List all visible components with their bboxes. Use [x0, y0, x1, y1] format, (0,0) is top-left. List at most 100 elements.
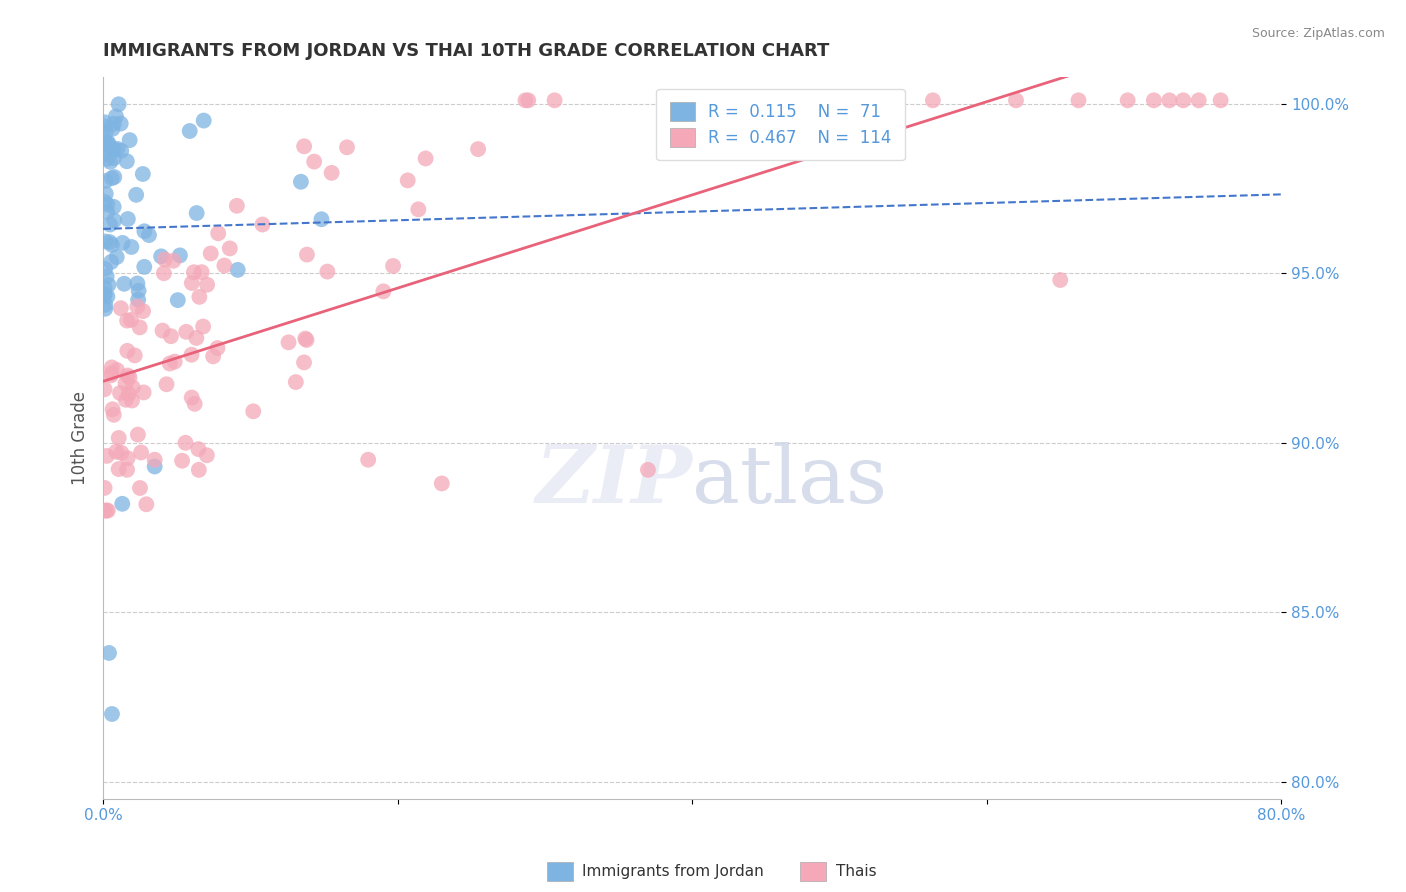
Point	[103, 213, 125, 227]
Point	[96, 449, 118, 463]
Point	[97, 136, 120, 151]
Point	[252, 218, 274, 232]
Point	[207, 227, 229, 241]
Point	[135, 497, 157, 511]
Point	[127, 293, 149, 307]
Point	[174, 435, 197, 450]
Point	[96, 269, 118, 284]
Point	[97, 503, 120, 517]
Point	[292, 139, 315, 153]
Point	[160, 329, 183, 343]
Point	[658, 93, 681, 107]
Point	[110, 446, 132, 460]
Point	[188, 290, 211, 304]
Point	[1173, 93, 1195, 107]
Point	[200, 246, 222, 260]
Point	[100, 171, 122, 186]
Point	[105, 250, 128, 264]
Point	[295, 333, 318, 347]
Point	[94, 124, 117, 138]
Point	[183, 265, 205, 279]
Point	[143, 452, 166, 467]
Point	[302, 154, 325, 169]
Point	[94, 235, 117, 249]
Point	[277, 335, 299, 350]
Point	[97, 277, 120, 292]
Point	[195, 277, 218, 292]
Point	[93, 115, 115, 129]
Point	[155, 377, 177, 392]
Point	[100, 367, 122, 381]
Legend: R =  0.115    N =  71, R =  0.467    N =  114: R = 0.115 N = 71, R = 0.467 N = 114	[657, 88, 904, 161]
Point	[117, 343, 139, 358]
Point	[1209, 93, 1232, 107]
Point	[294, 332, 316, 346]
Point	[115, 313, 138, 327]
Point	[111, 497, 134, 511]
Point	[467, 142, 489, 156]
Point	[98, 218, 121, 232]
Point	[103, 169, 125, 184]
Point	[112, 277, 135, 291]
Point	[169, 248, 191, 262]
Point	[96, 503, 118, 517]
Text: Immigrants from Jordan: Immigrants from Jordan	[582, 864, 765, 879]
Point	[187, 442, 209, 456]
Point	[179, 124, 201, 138]
Point	[187, 463, 209, 477]
Point	[357, 452, 380, 467]
Point	[1116, 93, 1139, 107]
Point	[755, 93, 778, 107]
Point	[292, 355, 315, 369]
Point	[115, 154, 138, 169]
Point	[129, 445, 152, 459]
Text: ZIP: ZIP	[536, 442, 692, 520]
Point	[172, 453, 194, 467]
Point	[408, 202, 430, 217]
Point	[101, 237, 124, 252]
Point	[103, 408, 125, 422]
Point	[430, 476, 453, 491]
Point	[152, 324, 174, 338]
Point	[114, 392, 136, 407]
Point	[128, 284, 150, 298]
Point	[190, 265, 212, 279]
Point	[316, 264, 339, 278]
Point	[118, 370, 141, 384]
Point	[1005, 93, 1028, 107]
Point	[195, 448, 218, 462]
Point	[120, 313, 142, 327]
Text: Source: ZipAtlas.com: Source: ZipAtlas.com	[1251, 27, 1385, 40]
Point	[1143, 93, 1166, 107]
Point	[93, 194, 115, 209]
Point	[96, 205, 118, 219]
Point	[517, 93, 540, 107]
Point	[118, 133, 141, 147]
Point	[94, 261, 117, 276]
Point	[93, 281, 115, 295]
Point	[98, 646, 121, 660]
Point	[127, 300, 149, 314]
Point	[321, 166, 343, 180]
Point	[186, 206, 208, 220]
Point	[108, 386, 131, 401]
Point	[159, 357, 181, 371]
Point	[100, 368, 122, 383]
Point	[110, 144, 132, 158]
Point	[180, 276, 202, 290]
Point	[153, 266, 176, 280]
Point	[94, 186, 117, 201]
Point	[637, 463, 659, 477]
Point	[1067, 93, 1090, 107]
Point	[921, 93, 943, 107]
Point	[817, 93, 839, 107]
Point	[101, 706, 124, 721]
Point	[132, 385, 155, 400]
Point	[115, 463, 138, 477]
Point	[191, 319, 214, 334]
Point	[669, 93, 692, 107]
Point	[207, 341, 229, 355]
Point	[96, 289, 118, 303]
Point	[96, 152, 118, 166]
Point	[290, 175, 312, 189]
